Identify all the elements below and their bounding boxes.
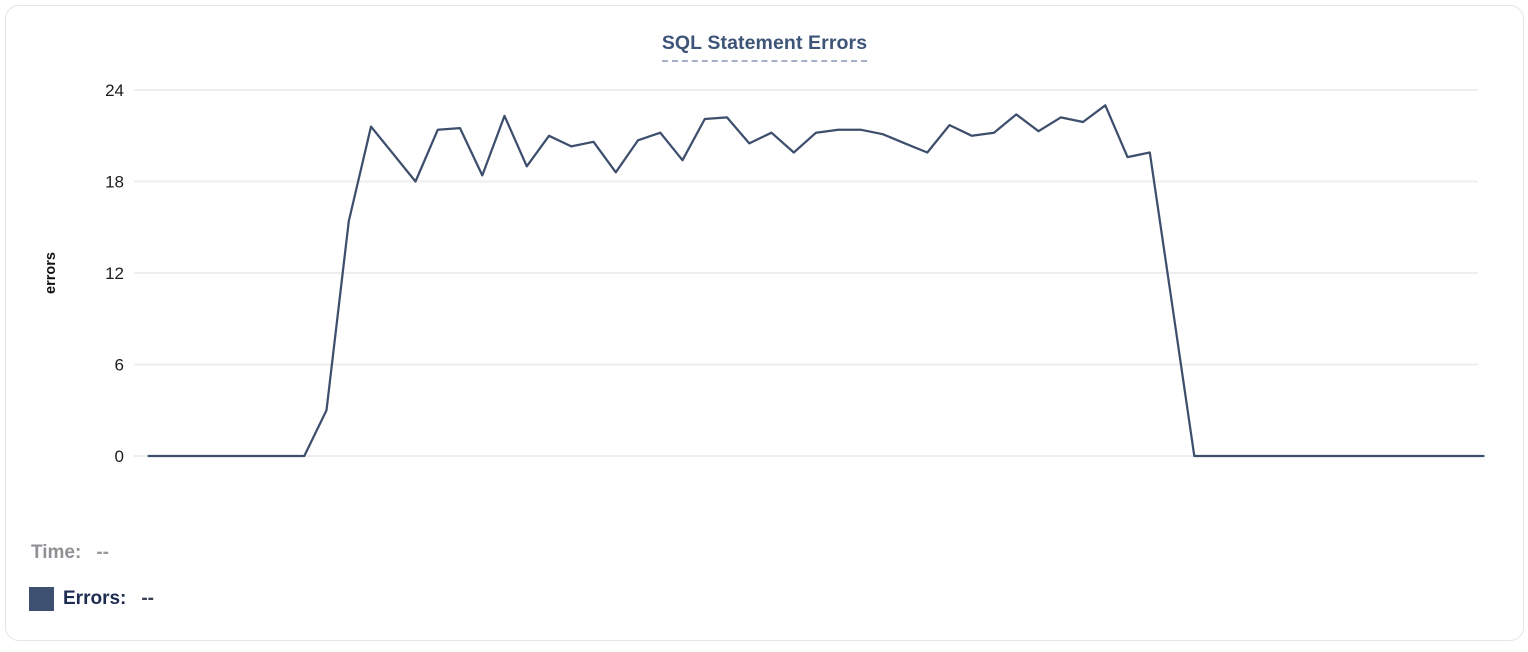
y-tick-label: 6 (115, 356, 124, 375)
y-tick-label: 0 (115, 447, 124, 466)
time-readout-row: Time: -- (31, 542, 109, 564)
errors-readout-row: Errors: -- (29, 587, 154, 611)
axis-label-layer: 061218249:169:179:189:199:209:219:229:23… (105, 81, 124, 466)
chart-card: SQL Statement Errors 061218249:169:179:1… (5, 5, 1524, 641)
chart-header: SQL Statement Errors (6, 32, 1523, 62)
errors-series-swatch (29, 587, 54, 611)
y-tick-label: 12 (105, 264, 124, 283)
y-tick-label: 24 (105, 81, 124, 100)
time-label: Time: (31, 542, 82, 563)
y-tick-label: 18 (105, 173, 124, 192)
errors-series-line (147, 104, 1485, 458)
series-layer (147, 104, 1485, 458)
errors-label: Errors: (63, 588, 127, 609)
line-chart[interactable]: 061218249:169:179:189:199:209:219:229:23… (6, 6, 1528, 516)
errors-value: -- (141, 588, 155, 609)
y-axis-title: errors (43, 252, 59, 294)
time-value: -- (96, 542, 109, 563)
grid-layer (134, 89, 1478, 457)
chart-title[interactable]: SQL Statement Errors (661, 32, 868, 62)
